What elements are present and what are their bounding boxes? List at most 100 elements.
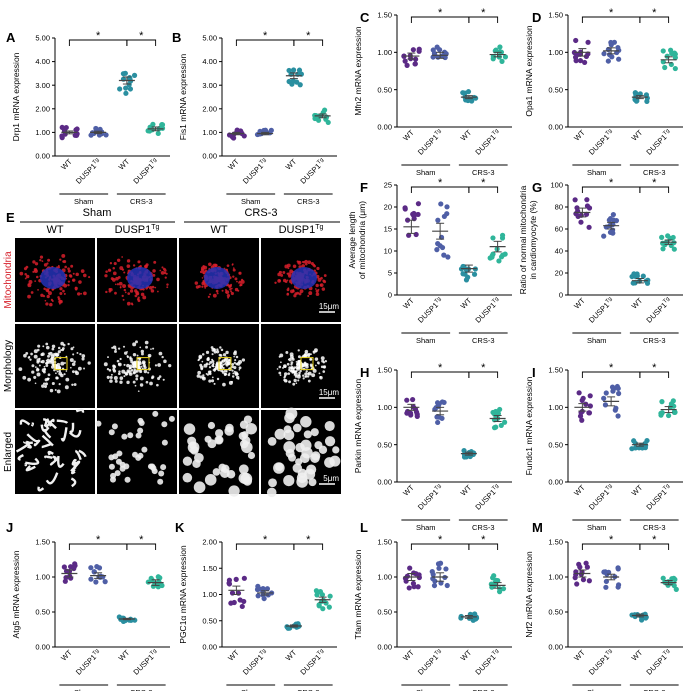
series-group-3 — [458, 611, 480, 623]
data-point — [498, 422, 504, 429]
data-point — [438, 580, 444, 586]
y-tick-label: 1.50 — [548, 366, 563, 375]
data-point — [671, 246, 677, 252]
series-group-1 — [59, 124, 80, 141]
chart-j: J 0.00 0.50 1.00 1.50 Atg5 mRNA expression * * W… — [6, 520, 170, 691]
group-label: Sham — [74, 688, 94, 691]
y-tick-label: 1.00 — [35, 128, 50, 137]
group-label: CRS-3 — [297, 688, 320, 691]
category-label: WT — [226, 157, 241, 172]
significance-star: * — [96, 30, 101, 42]
y-tick-label: 2.00 — [35, 104, 50, 113]
data-point — [608, 39, 614, 46]
data-point — [320, 606, 326, 612]
y-tick-label: 15 — [384, 225, 392, 234]
category-label: DUSP1Tg — [416, 296, 445, 325]
category-label: DUSP1Tg — [298, 157, 327, 186]
category-label: WT — [459, 648, 474, 663]
micrograph — [261, 407, 341, 498]
data-point — [493, 408, 499, 415]
y-tick-label: 0 — [559, 291, 563, 300]
chart-m: M 0.00 0.50 1.00 1.50 Nrf2 mRNA expression * * W… — [524, 520, 683, 691]
series-group-3 — [460, 89, 479, 104]
data-point — [268, 127, 274, 133]
data-point — [439, 53, 445, 59]
data-point — [616, 390, 622, 397]
data-point — [438, 201, 444, 207]
data-point — [615, 45, 621, 51]
micrograph — [95, 410, 177, 494]
significance-star: * — [139, 534, 144, 546]
data-point — [585, 39, 591, 45]
data-point — [88, 576, 94, 582]
chart-d: D 0.00 0.50 1.00 1.50 Opa1 mRNA expression * * W… — [524, 7, 683, 177]
zoom-box — [54, 357, 68, 371]
zoom-box — [300, 357, 314, 371]
chart-a: A 0.00 1.00 2.00 3.00 4.00 5.00 Drp1 mRNA expre… — [6, 30, 170, 206]
significance-star: * — [481, 362, 486, 374]
significance-bracket: * — [639, 177, 670, 193]
significance-star: * — [652, 362, 657, 374]
category-label: WT — [117, 157, 132, 172]
data-point — [497, 44, 503, 50]
y-tick-label: 1.00 — [377, 48, 392, 57]
data-point — [155, 130, 161, 137]
zoom-box — [218, 357, 232, 371]
data-point — [463, 277, 470, 283]
category-label: DUSP1Tg — [644, 296, 673, 325]
data-point — [237, 597, 243, 603]
group-label: Sham — [241, 197, 261, 206]
y-tick-label: 0.00 — [548, 123, 563, 132]
category-label: DUSP1Tg — [241, 157, 270, 186]
group-label: CRS-3 — [130, 688, 153, 691]
series-group-1 — [226, 127, 247, 141]
significance-bracket: * — [410, 362, 470, 378]
microscopy-panel-e: E Sham CRS-3 WT DUSP1Tg WT DUSP1Tg Mitochondria… — [3, 207, 341, 498]
data-point — [432, 578, 438, 584]
data-point — [412, 61, 418, 67]
y-tick-label: 1.50 — [377, 538, 392, 547]
data-point — [406, 585, 412, 591]
series-group-3 — [629, 611, 649, 623]
category-label: WT — [401, 296, 416, 311]
data-point — [616, 56, 622, 62]
category-label: WT — [630, 483, 645, 498]
significance-star: * — [438, 362, 443, 374]
data-point — [610, 217, 617, 223]
data-point — [471, 271, 478, 277]
column-label: WT — [210, 224, 227, 236]
scale-bar-label: 15μm — [319, 302, 340, 311]
y-tick-label: 0.50 — [35, 608, 50, 617]
row-label: Enlarged — [3, 432, 14, 472]
y-tick-label: 0.00 — [202, 643, 217, 652]
panel-letter: C — [360, 10, 370, 25]
category-label: DUSP1Tg — [416, 648, 445, 677]
data-point — [436, 401, 442, 407]
data-point — [102, 579, 108, 585]
micrograph — [15, 408, 95, 494]
series-group-3 — [116, 614, 138, 625]
category-label: WT — [226, 648, 241, 663]
data-point — [411, 570, 417, 576]
data-point — [441, 399, 447, 406]
series-group-2 — [254, 583, 275, 602]
data-point — [574, 581, 580, 587]
data-point — [103, 132, 109, 138]
series-group-2 — [601, 39, 622, 64]
y-tick-label: 0.00 — [377, 478, 392, 487]
y-tick-label: 0.50 — [202, 616, 217, 625]
y-axis-label: PGC1α mRNA expression — [178, 545, 188, 644]
data-point — [415, 201, 422, 207]
data-point — [662, 64, 668, 71]
y-tick-label: 3.00 — [202, 81, 217, 90]
data-point — [414, 411, 420, 417]
data-point — [93, 579, 99, 585]
y-tick-label: 0.50 — [377, 440, 392, 449]
data-point — [665, 412, 672, 419]
category-label: WT — [572, 483, 587, 498]
data-point — [643, 615, 649, 621]
group-label: Sham — [587, 336, 607, 345]
y-tick-label: 1.00 — [202, 590, 217, 599]
group-label: CRS-3 — [297, 197, 320, 206]
data-point — [239, 603, 245, 610]
